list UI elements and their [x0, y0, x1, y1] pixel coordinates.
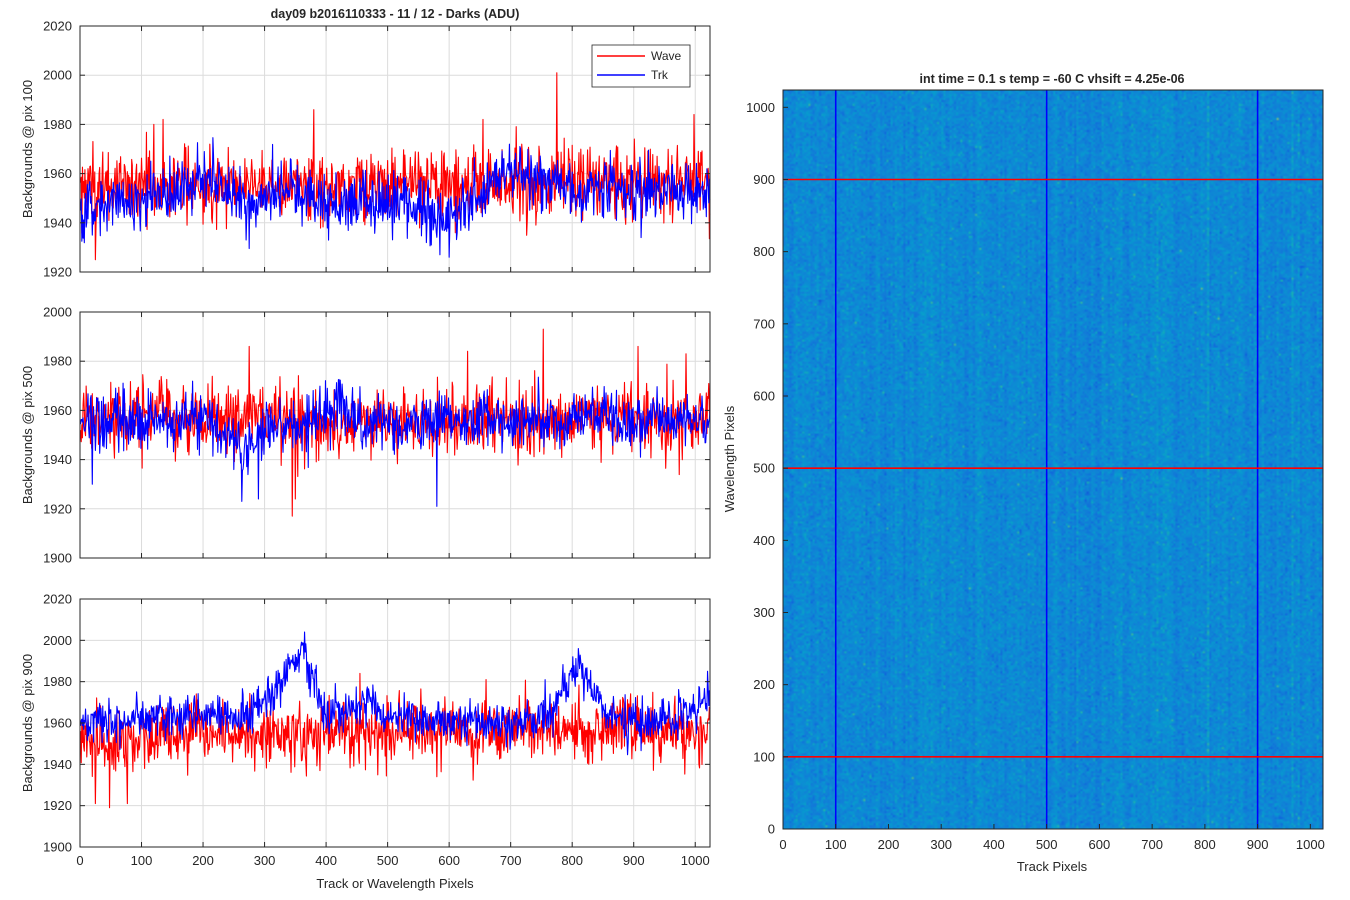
y-tick-label: 1920	[43, 798, 72, 813]
x-tick-label: 300	[930, 837, 952, 852]
ylabel-pix500: Backgrounds @ pix 500	[20, 366, 35, 504]
heatmap-ylabel: Wavelength Pixels	[722, 405, 737, 512]
x-tick-label: 400	[983, 837, 1005, 852]
y-tick-label: 800	[753, 244, 775, 259]
x-tick-label: 800	[1194, 837, 1216, 852]
heatmap-raster	[783, 90, 1323, 829]
x-tick-label: 400	[315, 853, 337, 868]
plot-title: day09 b2016110333 - 11 / 12 - Darks (ADU…	[271, 7, 520, 21]
y-tick-label: 1000	[746, 100, 775, 115]
y-tick-label: 1980	[43, 117, 72, 132]
y-tick-label: 700	[753, 316, 775, 331]
y-tick-label: 2020	[43, 592, 72, 607]
x-tick-label: 600	[438, 853, 460, 868]
y-tick-label: 1900	[43, 840, 72, 855]
legend-label-wave: Wave	[651, 49, 682, 63]
x-tick-label: 500	[1036, 837, 1058, 852]
y-tick-label: 600	[753, 388, 775, 403]
x-tick-label: 700	[1141, 837, 1163, 852]
y-tick-label: 1960	[43, 403, 72, 418]
x-tick-label: 700	[500, 853, 522, 868]
y-tick-label: 1960	[43, 166, 72, 181]
subplot-pix900: 0 100 200 300 400 500 600 700 800 900 1000 1900 1920…	[20, 592, 711, 891]
y-tick-label: 1900	[43, 551, 72, 566]
series-line-trk	[80, 631, 711, 756]
x-tick-label: 600	[1089, 837, 1111, 852]
x-tick-label: 0	[76, 853, 83, 868]
y-tick-label: 1960	[43, 716, 72, 731]
x-tick-label: 900	[623, 853, 645, 868]
y-tick-label: 0	[768, 822, 775, 837]
y-tick-label: 2000	[43, 305, 72, 320]
x-tick-label: 900	[1247, 837, 1269, 852]
x-tick-label: 200	[878, 837, 900, 852]
heatmap-image	[783, 90, 1323, 829]
heatmap-title: int time = 0.1 s temp = -60 C vhsift = 4…	[919, 72, 1184, 86]
x-tick-label: 300	[254, 853, 276, 868]
y-tick-label: 100	[753, 749, 775, 764]
y-tick-label: 400	[753, 533, 775, 548]
x-tick-label: 1000	[681, 853, 710, 868]
ylabel-pix900: Backgrounds @ pix 900	[20, 654, 35, 792]
y-tick-label: 500	[753, 461, 775, 476]
y-tick-label: 2020	[43, 19, 72, 34]
ylabel-pix100: Backgrounds @ pix 100	[20, 80, 35, 218]
y-tick-label: 2000	[43, 68, 72, 83]
x-tick-label: 500	[377, 853, 399, 868]
x-tick-label: 200	[192, 853, 214, 868]
y-tick-label: 1920	[43, 265, 72, 280]
x-tick-label: 0	[779, 837, 786, 852]
xlabel-left: Track or Wavelength Pixels	[316, 876, 474, 891]
y-tick-label: 200	[753, 677, 775, 692]
heatmap-xlabel: Track Pixels	[1017, 859, 1088, 874]
x-tick-label: 1000	[1296, 837, 1325, 852]
heatmap-panel: int time = 0.1 s temp = -60 C vhsift = 4…	[722, 72, 1325, 874]
y-tick-label: 300	[753, 605, 775, 620]
legend: Wave Trk	[591, 44, 691, 88]
series-line-trk	[80, 376, 711, 507]
y-tick-label: 1980	[43, 674, 72, 689]
y-tick-label: 900	[753, 172, 775, 187]
subplot-pix100: 1920 1940 1960 1980 2000 2020 day09 b20161103…	[20, 7, 711, 280]
y-tick-label: 1940	[43, 452, 72, 467]
x-tick-label: 100	[825, 837, 847, 852]
x-tick-label: 100	[131, 853, 153, 868]
series-line-trk	[80, 137, 711, 258]
legend-label-trk: Trk	[651, 68, 669, 82]
y-tick-label: 1940	[43, 757, 72, 772]
y-tick-label: 1940	[43, 215, 72, 230]
x-tick-label: 800	[561, 853, 583, 868]
subplot-pix500: 1900 1920 1940 1960 1980 2000 Backgrounds @ p…	[20, 305, 711, 566]
series-line-wave	[80, 672, 711, 809]
y-tick-label: 2000	[43, 633, 72, 648]
y-tick-label: 1980	[43, 354, 72, 369]
y-tick-label: 1920	[43, 501, 72, 516]
